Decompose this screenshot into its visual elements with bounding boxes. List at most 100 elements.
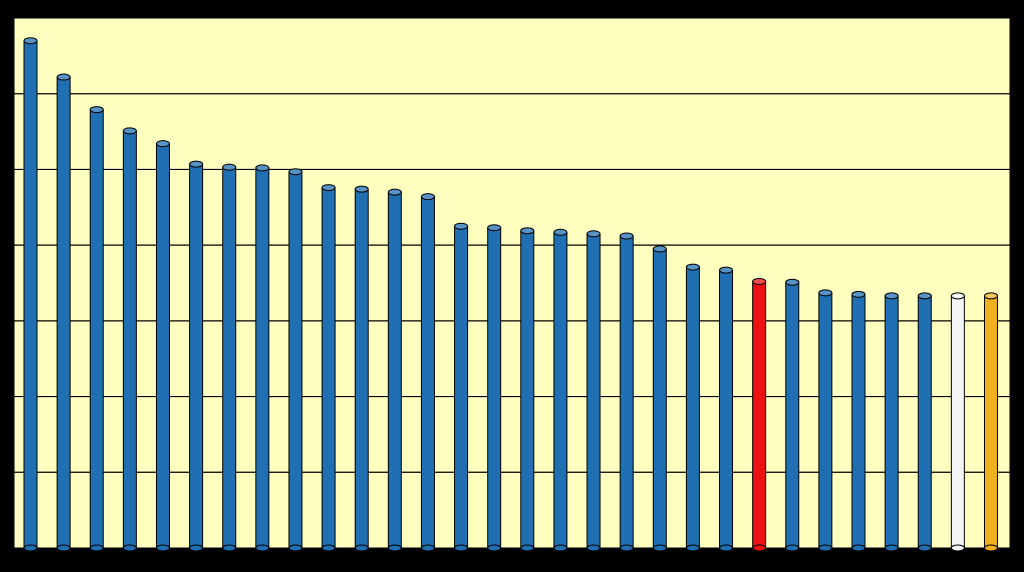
bar — [785, 278, 800, 552]
bar-body — [487, 227, 502, 549]
bar-cap — [950, 292, 965, 300]
bar-base — [354, 544, 369, 552]
bar-body — [222, 166, 237, 549]
bar-body — [288, 171, 303, 549]
bar-cap — [454, 222, 469, 230]
bar-cap — [56, 73, 71, 81]
bar — [155, 140, 170, 552]
bar — [685, 263, 700, 552]
bar — [553, 228, 568, 552]
bar-body — [818, 292, 833, 549]
bar — [884, 292, 899, 552]
bar-cap — [851, 290, 866, 298]
bar-body — [785, 281, 800, 549]
bar-body — [619, 235, 634, 549]
bar-cap — [619, 232, 634, 240]
bar — [354, 185, 369, 552]
bar-body — [851, 293, 866, 549]
bar-body — [917, 295, 932, 549]
bar-base — [586, 544, 601, 552]
bar-base — [122, 544, 137, 552]
bar-base — [950, 544, 965, 552]
bar-base — [155, 544, 170, 552]
bar-cap — [89, 106, 104, 114]
bar-body — [122, 130, 137, 549]
bar-base — [685, 544, 700, 552]
bar — [321, 184, 336, 552]
bar-body — [321, 187, 336, 549]
bar-cap — [520, 227, 535, 235]
bar-cap — [685, 263, 700, 271]
bar-cap — [155, 140, 170, 148]
bar-cap — [189, 160, 204, 168]
bar — [122, 127, 137, 552]
bar-base — [785, 544, 800, 552]
bar-cap — [785, 278, 800, 286]
bar-base — [56, 544, 71, 552]
bar-body — [719, 269, 734, 549]
bar-base — [818, 544, 833, 552]
bar-base — [89, 544, 104, 552]
bar-base — [983, 544, 998, 552]
gridlines — [14, 93, 1010, 473]
bar-base — [553, 544, 568, 552]
bar-cap — [387, 188, 402, 196]
bar-base — [222, 544, 237, 552]
bar-base — [487, 544, 502, 552]
bar — [950, 292, 965, 552]
bar — [288, 168, 303, 552]
bar — [454, 222, 469, 552]
bar-cap — [354, 185, 369, 193]
bar-base — [652, 544, 667, 552]
bar-cap — [420, 193, 435, 201]
bar-cap — [719, 266, 734, 274]
bar-cap — [321, 184, 336, 192]
bar-body — [652, 248, 667, 549]
bars — [23, 37, 998, 552]
bar-body — [155, 143, 170, 549]
bar — [420, 193, 435, 552]
bar-base — [917, 544, 932, 552]
bar-cap — [288, 168, 303, 176]
bar-cap — [23, 37, 38, 45]
bar-cap — [586, 230, 601, 238]
bar-cap — [818, 289, 833, 297]
bar — [487, 224, 502, 552]
bar-base — [520, 544, 535, 552]
bar — [222, 163, 237, 552]
bar-base — [321, 544, 336, 552]
bar-cap — [652, 245, 667, 253]
bar-body — [56, 76, 71, 549]
bar-base — [420, 544, 435, 552]
bar-base — [387, 544, 402, 552]
bar-cap — [255, 164, 270, 172]
bar-cap — [983, 292, 998, 300]
bar-cap — [487, 224, 502, 232]
plot-area — [13, 17, 1011, 549]
bar-base — [454, 544, 469, 552]
bar — [851, 290, 866, 552]
bar-body — [884, 295, 899, 549]
bar — [189, 160, 204, 552]
bar-body — [454, 225, 469, 549]
bar-base — [752, 544, 767, 552]
bar — [520, 227, 535, 552]
bar-body — [983, 295, 998, 549]
bar — [752, 277, 767, 552]
bar-body — [586, 233, 601, 549]
bar-base — [619, 544, 634, 552]
bar-body — [354, 188, 369, 549]
bar-cap — [752, 277, 767, 285]
bar — [23, 37, 38, 552]
bar-body — [520, 230, 535, 549]
bar-body — [23, 40, 38, 549]
bar — [818, 289, 833, 552]
bar-base — [719, 544, 734, 552]
bar — [719, 266, 734, 552]
bar-body — [685, 266, 700, 549]
bar — [586, 230, 601, 552]
bar — [387, 188, 402, 552]
bar — [619, 232, 634, 552]
bar-body — [752, 280, 767, 549]
